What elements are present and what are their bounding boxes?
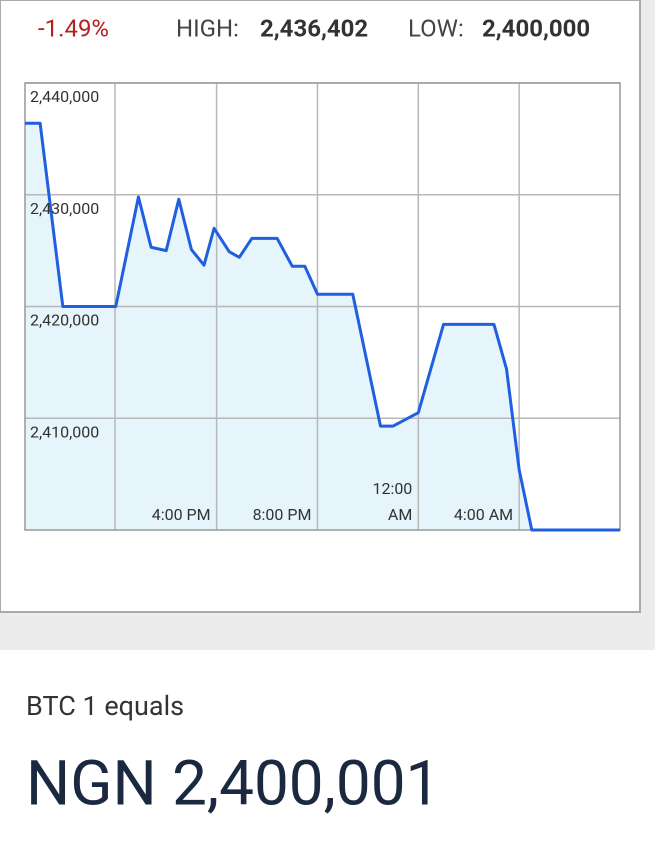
low-value: 2,400,000 — [482, 14, 590, 42]
x-tick-label: 4:00 AM — [454, 505, 513, 524]
x-tick-label: 4:00 PM — [152, 505, 211, 524]
high-label: HIGH: — [176, 14, 239, 42]
x-tick-label: 12:00 AM — [372, 479, 412, 524]
y-tick-label: 2,410,000 — [30, 422, 99, 441]
result-card — [0, 650, 655, 844]
plot: 2,410,000 2,420,000 2,430,000 2,440,000 4:00… — [24, 82, 621, 532]
y-tick-label: 2,430,000 — [30, 199, 99, 218]
high-value: 2,436,402 — [260, 14, 368, 42]
conversion-label: BTC 1 equals — [26, 690, 184, 722]
change: -1.49% — [38, 14, 109, 42]
y-tick-label: 2,440,000 — [30, 87, 99, 106]
x-tick-label: 8:00 PM — [253, 505, 312, 524]
low-label: LOW: — [408, 14, 464, 42]
price-line — [25, 121, 620, 532]
plot-frame — [24, 82, 621, 531]
y-tick-label: 2,420,000 — [30, 311, 99, 330]
conversion-result: NGN 2,400,001 — [26, 747, 440, 820]
